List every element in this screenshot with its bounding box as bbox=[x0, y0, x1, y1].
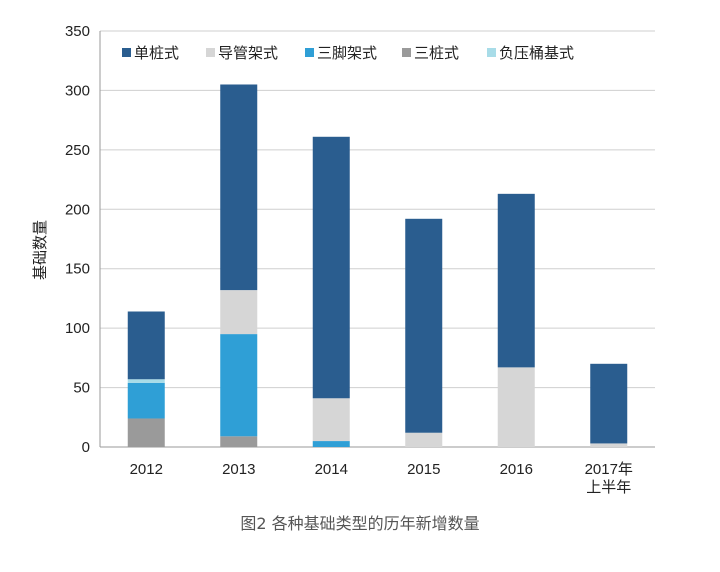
x-tick-label: 上半年 bbox=[586, 479, 631, 496]
bar-segment bbox=[497, 367, 535, 447]
bar-segment bbox=[220, 84, 258, 291]
bar-segment bbox=[220, 334, 258, 437]
legend-label: 导管架式 bbox=[218, 44, 278, 62]
x-tick-label: 2015 bbox=[407, 461, 440, 478]
bar-segment bbox=[405, 432, 443, 447]
y-tick-label: 200 bbox=[65, 201, 90, 218]
bar-segment bbox=[127, 379, 165, 383]
y-axis-label: 基础数量 bbox=[31, 220, 49, 280]
x-tick-label: 2014 bbox=[315, 461, 348, 478]
bar-segment bbox=[590, 443, 628, 447]
legend-swatch bbox=[305, 48, 314, 57]
bar-segment bbox=[220, 290, 258, 335]
x-tick-label: 2012 bbox=[130, 461, 163, 478]
y-axis-ticks: 0 50 100 150 200 250 300 350 bbox=[65, 23, 90, 456]
y-tick-label: 350 bbox=[65, 23, 90, 40]
y-tick-label: 300 bbox=[65, 82, 90, 99]
bar-segment bbox=[220, 436, 258, 447]
figure-caption: 图2 各种基础类型的历年新增数量 bbox=[240, 514, 480, 533]
legend-swatch bbox=[206, 48, 215, 57]
legend-label: 三脚架式 bbox=[317, 44, 377, 62]
bar-segment bbox=[127, 382, 165, 419]
y-tick-label: 0 bbox=[82, 439, 90, 456]
x-tick-label: 2013 bbox=[222, 461, 255, 478]
bar-series bbox=[127, 84, 628, 447]
bar-segment bbox=[127, 418, 165, 447]
legend-swatch bbox=[487, 48, 496, 57]
gridlines bbox=[99, 30, 655, 448]
bar-segment bbox=[312, 398, 350, 442]
legend: 单桩式 导管架式 三脚架式 三桩式 负压桶基式 bbox=[122, 44, 574, 62]
bar-segment bbox=[312, 441, 350, 447]
legend-swatch bbox=[402, 48, 411, 57]
y-tick-label: 150 bbox=[65, 261, 90, 278]
x-tick-label: 2016 bbox=[500, 461, 533, 478]
bar-segment bbox=[590, 363, 628, 444]
bar-segment bbox=[497, 193, 535, 368]
bar-segment bbox=[312, 136, 350, 399]
legend-label: 单桩式 bbox=[134, 44, 179, 62]
legend-label: 三桩式 bbox=[414, 44, 459, 62]
y-tick-label: 250 bbox=[65, 142, 90, 159]
x-tick-label: 2017年 bbox=[585, 461, 633, 478]
y-tick-label: 100 bbox=[65, 320, 90, 337]
legend-label: 负压桶基式 bbox=[499, 44, 574, 62]
legend-swatch bbox=[122, 48, 131, 57]
y-tick-label: 50 bbox=[73, 380, 90, 397]
bar-segment bbox=[127, 311, 165, 380]
bar-segment bbox=[405, 218, 443, 433]
